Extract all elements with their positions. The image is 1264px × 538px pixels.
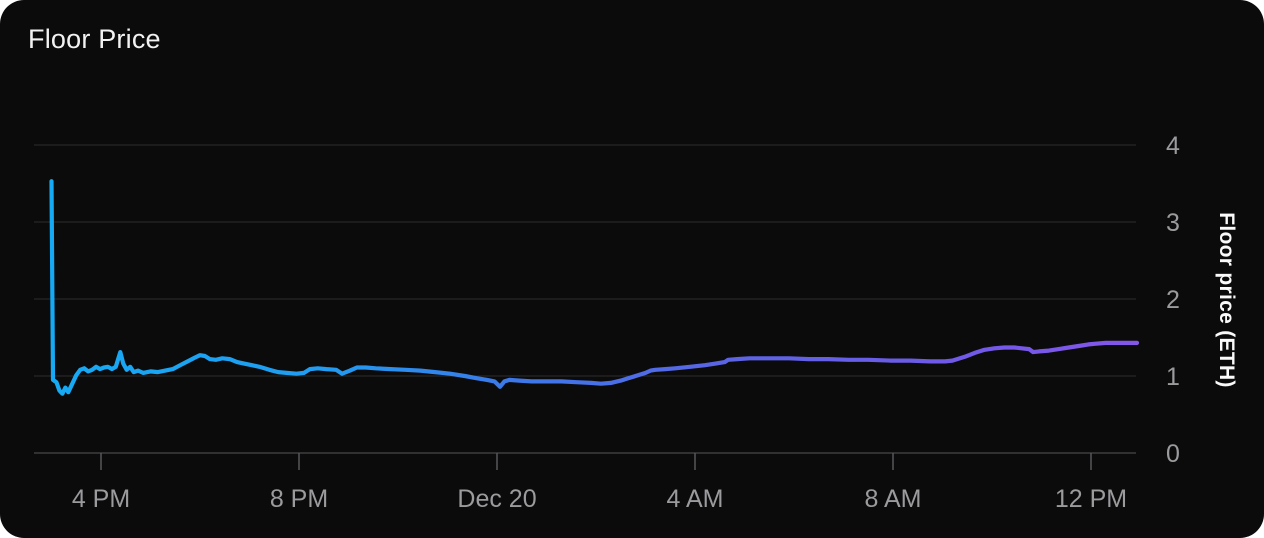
chart-title: Floor Price bbox=[28, 24, 161, 54]
y-tick-label: 1 bbox=[1166, 363, 1180, 391]
x-tick-label: 4 PM bbox=[72, 485, 130, 513]
price-line-series bbox=[49, 179, 1140, 396]
x-tick-label: Dec 20 bbox=[457, 485, 536, 513]
y-axis-labels: 0 1 2 3 4 bbox=[1166, 132, 1180, 468]
x-tick-label: 4 AM bbox=[667, 485, 724, 513]
y-tick-label: 0 bbox=[1166, 440, 1180, 468]
y-tick-label: 3 bbox=[1166, 209, 1180, 237]
x-tick-label: 8 AM bbox=[865, 485, 922, 513]
x-tick-label: 8 PM bbox=[270, 485, 328, 513]
y-axis-title: Floor price (ETH) bbox=[1215, 212, 1238, 388]
y-tick-label: 4 bbox=[1166, 132, 1180, 160]
x-axis: 4 PM 8 PM Dec 20 4 AM 8 AM 12 PM bbox=[72, 453, 1127, 513]
x-tick-label: 12 PM bbox=[1055, 485, 1127, 513]
y-tick-label: 2 bbox=[1166, 286, 1180, 314]
gridlines bbox=[34, 144, 1136, 454]
